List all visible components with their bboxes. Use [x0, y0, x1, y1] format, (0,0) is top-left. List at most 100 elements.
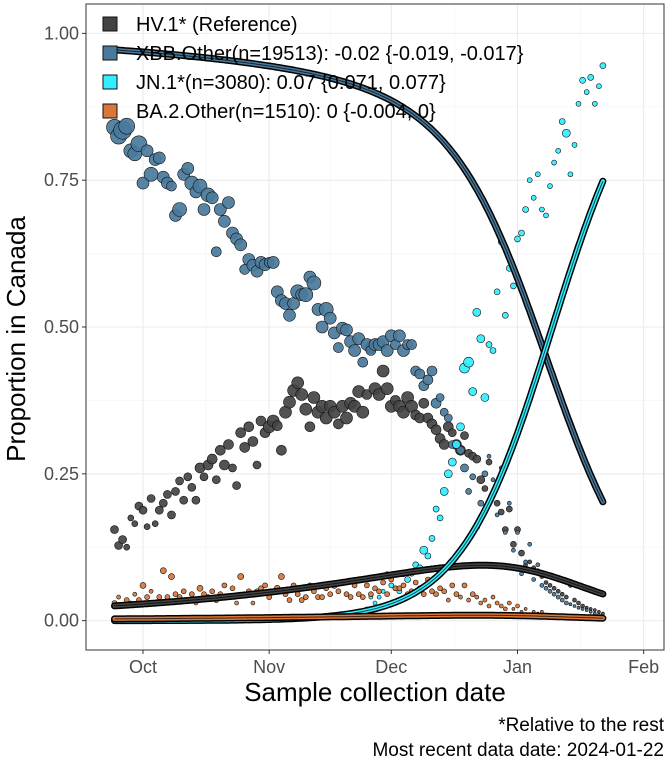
data-point — [526, 177, 533, 183]
data-point — [478, 600, 484, 606]
legend: HV.1* (Reference) XBB.Other(n=19513): -0.… — [102, 14, 524, 123]
data-point — [206, 453, 218, 465]
data-points — [106, 62, 607, 622]
data-point — [380, 344, 394, 357]
data-point — [493, 499, 501, 507]
data-point — [445, 597, 451, 603]
data-point — [563, 594, 569, 600]
data-point — [494, 512, 500, 518]
data-point — [420, 591, 427, 598]
data-point — [494, 600, 500, 606]
data-point — [187, 482, 197, 492]
data-point — [515, 530, 520, 535]
data-point — [406, 339, 417, 350]
data-point — [531, 577, 537, 582]
data-point — [559, 591, 565, 597]
data-point — [205, 191, 219, 205]
data-point — [522, 206, 529, 213]
data-point — [539, 583, 545, 588]
data-point — [156, 594, 163, 600]
data-point — [527, 541, 533, 547]
data-point — [166, 180, 177, 192]
data-point — [460, 463, 469, 473]
data-point — [146, 494, 156, 503]
legend-key-3 — [102, 103, 118, 119]
legend-key-1 — [102, 45, 118, 61]
data-point — [523, 559, 528, 565]
data-point — [568, 602, 573, 607]
series-points-1 — [106, 117, 601, 617]
data-point — [171, 487, 180, 496]
data-point — [393, 329, 406, 343]
data-point — [502, 606, 508, 612]
data-point — [523, 607, 528, 611]
data-point — [144, 594, 150, 600]
data-point — [218, 215, 231, 228]
data-point — [498, 603, 504, 609]
data-point — [123, 543, 130, 551]
data-point — [151, 520, 159, 528]
y-axis-title: Proportion in Canada — [1, 216, 31, 462]
data-point — [396, 585, 403, 592]
data-point — [587, 74, 595, 81]
data-point — [419, 545, 429, 555]
data-point — [482, 597, 488, 603]
data-point — [138, 505, 148, 515]
data-point — [347, 594, 354, 600]
data-point — [592, 608, 597, 612]
data-point — [212, 475, 221, 485]
data-point — [558, 118, 566, 125]
data-point — [551, 591, 557, 597]
data-point — [480, 393, 490, 402]
data-point — [506, 500, 512, 506]
data-point — [247, 436, 259, 447]
data-point — [430, 424, 442, 436]
data-point — [340, 323, 353, 337]
data-point — [153, 151, 166, 165]
data-point — [136, 176, 150, 190]
data-point — [114, 541, 123, 550]
data-point — [376, 588, 382, 595]
data-point — [527, 559, 533, 565]
legend-label-1: XBB.Other(n=19513): -0.02 {-0.019, -0.01… — [136, 43, 524, 65]
data-point — [418, 397, 430, 409]
data-point — [132, 591, 138, 597]
data-point — [221, 582, 228, 589]
data-point — [559, 597, 565, 603]
data-point — [485, 458, 493, 466]
data-point — [400, 582, 407, 589]
legend-label-2: JN.1*(n=3080): 0.07 {0.071, 0.077} — [136, 72, 446, 94]
data-point — [505, 505, 513, 513]
data-point — [567, 171, 574, 178]
data-point — [547, 583, 553, 588]
data-point — [315, 320, 329, 334]
data-point — [355, 591, 362, 598]
data-point — [422, 374, 434, 386]
data-point — [456, 422, 465, 432]
data-point — [469, 591, 476, 598]
data-point — [167, 510, 176, 520]
data-point — [547, 183, 553, 189]
data-point — [232, 481, 241, 490]
data-point — [215, 444, 226, 456]
data-point — [490, 594, 496, 600]
x-tick-label: Jan — [503, 657, 532, 677]
data-point — [209, 588, 215, 595]
y-tick-label: 0.75 — [44, 170, 79, 190]
data-point — [333, 418, 344, 430]
data-point — [412, 579, 419, 586]
data-point — [160, 567, 167, 575]
series-points-2 — [292, 62, 607, 622]
data-point — [597, 609, 601, 614]
data-point — [196, 584, 204, 592]
data-point — [439, 407, 449, 417]
data-point — [235, 427, 246, 439]
data-point — [372, 585, 378, 592]
data-point — [118, 117, 135, 135]
data-point — [534, 171, 541, 178]
data-point — [127, 514, 135, 522]
data-point — [561, 128, 571, 138]
data-point — [376, 364, 390, 378]
data-point — [243, 421, 255, 433]
data-point — [335, 588, 342, 595]
